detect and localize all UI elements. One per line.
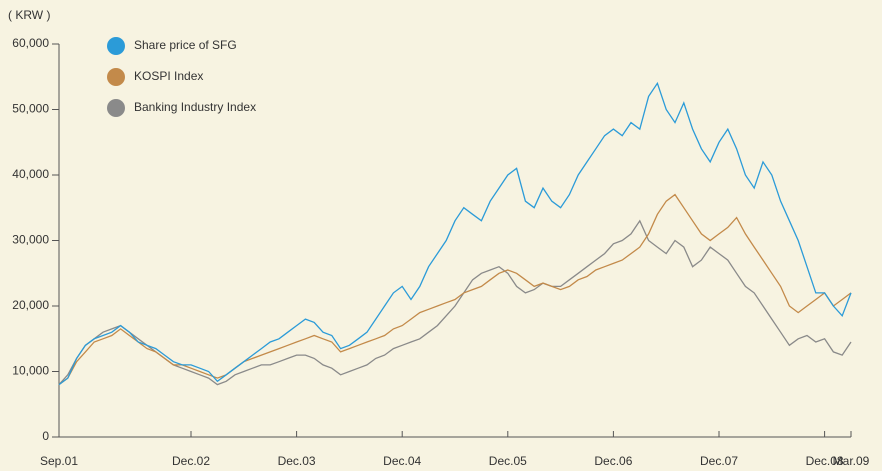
legend-label: KOSPI Index xyxy=(134,69,203,83)
series-line xyxy=(58,193,852,386)
x-tick-label: Mar.09 xyxy=(833,454,870,468)
x-tick-label: Dec.03 xyxy=(278,454,316,468)
x-tick-label: Dec.05 xyxy=(489,454,527,468)
x-tick-label: Dec.04 xyxy=(383,454,421,468)
legend-marker xyxy=(107,37,125,55)
y-tick-label: 0 xyxy=(42,429,49,443)
legend-marker xyxy=(107,99,125,117)
y-tick-label: 10,000 xyxy=(12,364,49,378)
x-tick-label: Sep.01 xyxy=(40,454,78,468)
x-tick-label: Dec.08 xyxy=(806,454,844,468)
series-line xyxy=(58,219,852,386)
legend-label: Banking Industry Index xyxy=(134,100,256,114)
y-tick-label: 60,000 xyxy=(12,36,49,50)
x-tick-label: Dec.07 xyxy=(700,454,738,468)
y-unit: ( KRW ) xyxy=(8,8,50,22)
x-tick-label: Dec.06 xyxy=(594,454,632,468)
legend-label: Share price of SFG xyxy=(134,38,237,52)
x-tick-label: Dec.02 xyxy=(172,454,210,468)
y-tick-label: 20,000 xyxy=(12,298,49,312)
legend-marker xyxy=(107,68,125,86)
y-tick-label: 30,000 xyxy=(12,233,49,247)
y-tick-label: 40,000 xyxy=(12,167,49,181)
y-tick-label: 50,000 xyxy=(12,102,49,116)
series-line xyxy=(58,81,852,386)
